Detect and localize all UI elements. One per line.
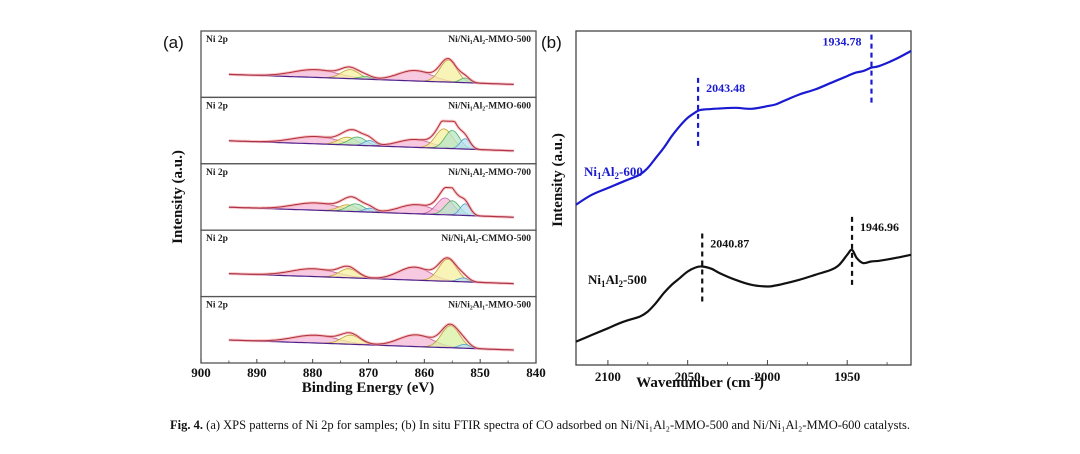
ftir-x-tick-label: 1950 [834,369,860,384]
ftir-peak-label: 2043.48 [706,81,745,95]
caption-prefix: Fig. 4. [170,418,204,432]
ftir-x-tick-label: 2050 [675,369,701,384]
ftir-series-label-part: Al [602,164,615,179]
ftir-series [575,50,912,343]
caption-text: (a) XPS patterns of Ni 2p for samples; (… [203,418,910,432]
xps-sample-label: Ni/Ni₁Al₂-MMO-700 [448,168,531,178]
figure-caption: Fig. 4. (a) XPS patterns of Ni 2p for sa… [0,418,1080,433]
xps-envelope-line [228,257,514,285]
ftir-peak-label: 1946.96 [860,220,899,234]
panel-a-xps: (a) Ni 2p Ni/Ni₁Al₂-MMO-500 Ni 2p Ni/Ni₁Al₂… [163,30,546,396]
ftir-series-label-part: Ni [588,272,601,287]
ftir-series-line-1 [575,248,912,343]
xps-subpanel-frame [200,229,537,298]
xps-subpanel: Ni 2p Ni/Ni₂Al₁-MMO-500 [200,295,537,364]
ftir-series-label-part: -500 [623,272,647,287]
xps-subpanel: Ni 2p Ni/Ni₁Al₂-MMO-600 [200,96,537,165]
xps-y-axis-title: Intensity (a.u.) [170,150,186,244]
ftir-series-label-1: Ni1Al2-500 [588,272,647,289]
ftir-series-label-part: Al [606,272,619,287]
xps-x-tick-label: 840 [526,365,546,380]
ftir-series-label-part: 1 [597,171,602,181]
xps-x-tick-label: 860 [415,365,435,380]
xps-sample-label: Ni/Ni₁Al₂-CMMO-500 [441,234,531,244]
ftir-series-label-part: 2 [619,279,624,289]
ftir-x-axis: 2100 2050 2000 1950 [595,360,888,384]
ftir-series-label-part: 2 [615,171,620,181]
xps-x-tick-label: 870 [359,365,379,380]
xps-subpanel-frame [200,295,537,364]
xps-element-label: Ni 2p [206,168,228,178]
xps-envelope-line [228,323,514,351]
xps-element-label: Ni 2p [206,234,228,244]
xps-subpanels: Ni 2p Ni/Ni₁Al₂-MMO-500 Ni 2p Ni/Ni₁Al₂-MMO… [200,30,537,364]
xps-sample-label: Ni/Ni₁Al₂-MMO-500 [448,35,531,45]
ftir-y-axis-title: Intensity (a.u.) [550,133,566,227]
xps-element-label: Ni 2p [206,101,228,111]
xps-background-line [228,140,514,152]
xps-subpanel: Ni 2p Ni/Ni₁Al₂-MMO-500 [200,30,537,99]
ftir-series-label-0: Ni1Al2-600 [584,164,643,181]
xps-subpanel: Ni 2p Ni/Ni₁Al₂-MMO-700 [200,163,537,231]
panel-b-letter: (b) [541,33,562,52]
ftir-plot-frame [575,30,912,366]
xps-envelope-line [228,187,514,218]
xps-sample-label: Ni/Ni₂Al₁-MMO-500 [448,301,531,311]
ftir-x-axis-title: Wavenumber (cm-1) [636,373,764,391]
xps-background-line [228,73,514,85]
panel-b-ftir: (b) 2100 2050 2000 1950 2043.48 1934.78 2040.… [541,30,912,391]
ftir-annotations: 2043.48 1934.78 2040.87 1946.96 [696,34,899,304]
xps-subpanel-frame [200,30,537,99]
xps-subpanel-frame [200,96,537,165]
xps-element-label: Ni 2p [206,301,228,311]
xps-x-tick-label: 880 [303,365,323,380]
xps-sample-label: Ni/Ni₁Al₂-MMO-600 [448,101,531,111]
xps-x-axis: 900 890 880 870 860 850 840 [191,359,546,380]
panel-a-letter: (a) [163,33,184,52]
xps-subpanel: Ni 2p Ni/Ni₁Al₂-CMMO-500 [200,229,537,298]
xps-background-line [228,206,514,218]
xps-envelope-line [228,120,514,152]
xps-x-axis-title: Binding Energy (eV) [302,380,435,396]
ftir-series-label-part: Ni [584,164,597,179]
xps-element-label: Ni 2p [206,35,228,45]
xps-envelope-line [228,57,514,85]
ftir-x-tick-label: 2000 [754,369,780,384]
xps-subpanel-frame [200,163,537,231]
ftir-series-label-part: -600 [619,164,643,179]
ftir-peak-label: 1934.78 [822,35,861,49]
ftir-x-tick-label: 2100 [595,369,621,384]
xps-x-tick-label: 900 [191,365,211,380]
xps-x-tick-label: 890 [247,365,267,380]
xps-x-tick-label: 850 [470,365,490,380]
ftir-peak-label: 2040.87 [710,237,749,251]
ftir-series-line-0 [575,50,912,206]
ftir-series-label-part: 1 [601,279,606,289]
